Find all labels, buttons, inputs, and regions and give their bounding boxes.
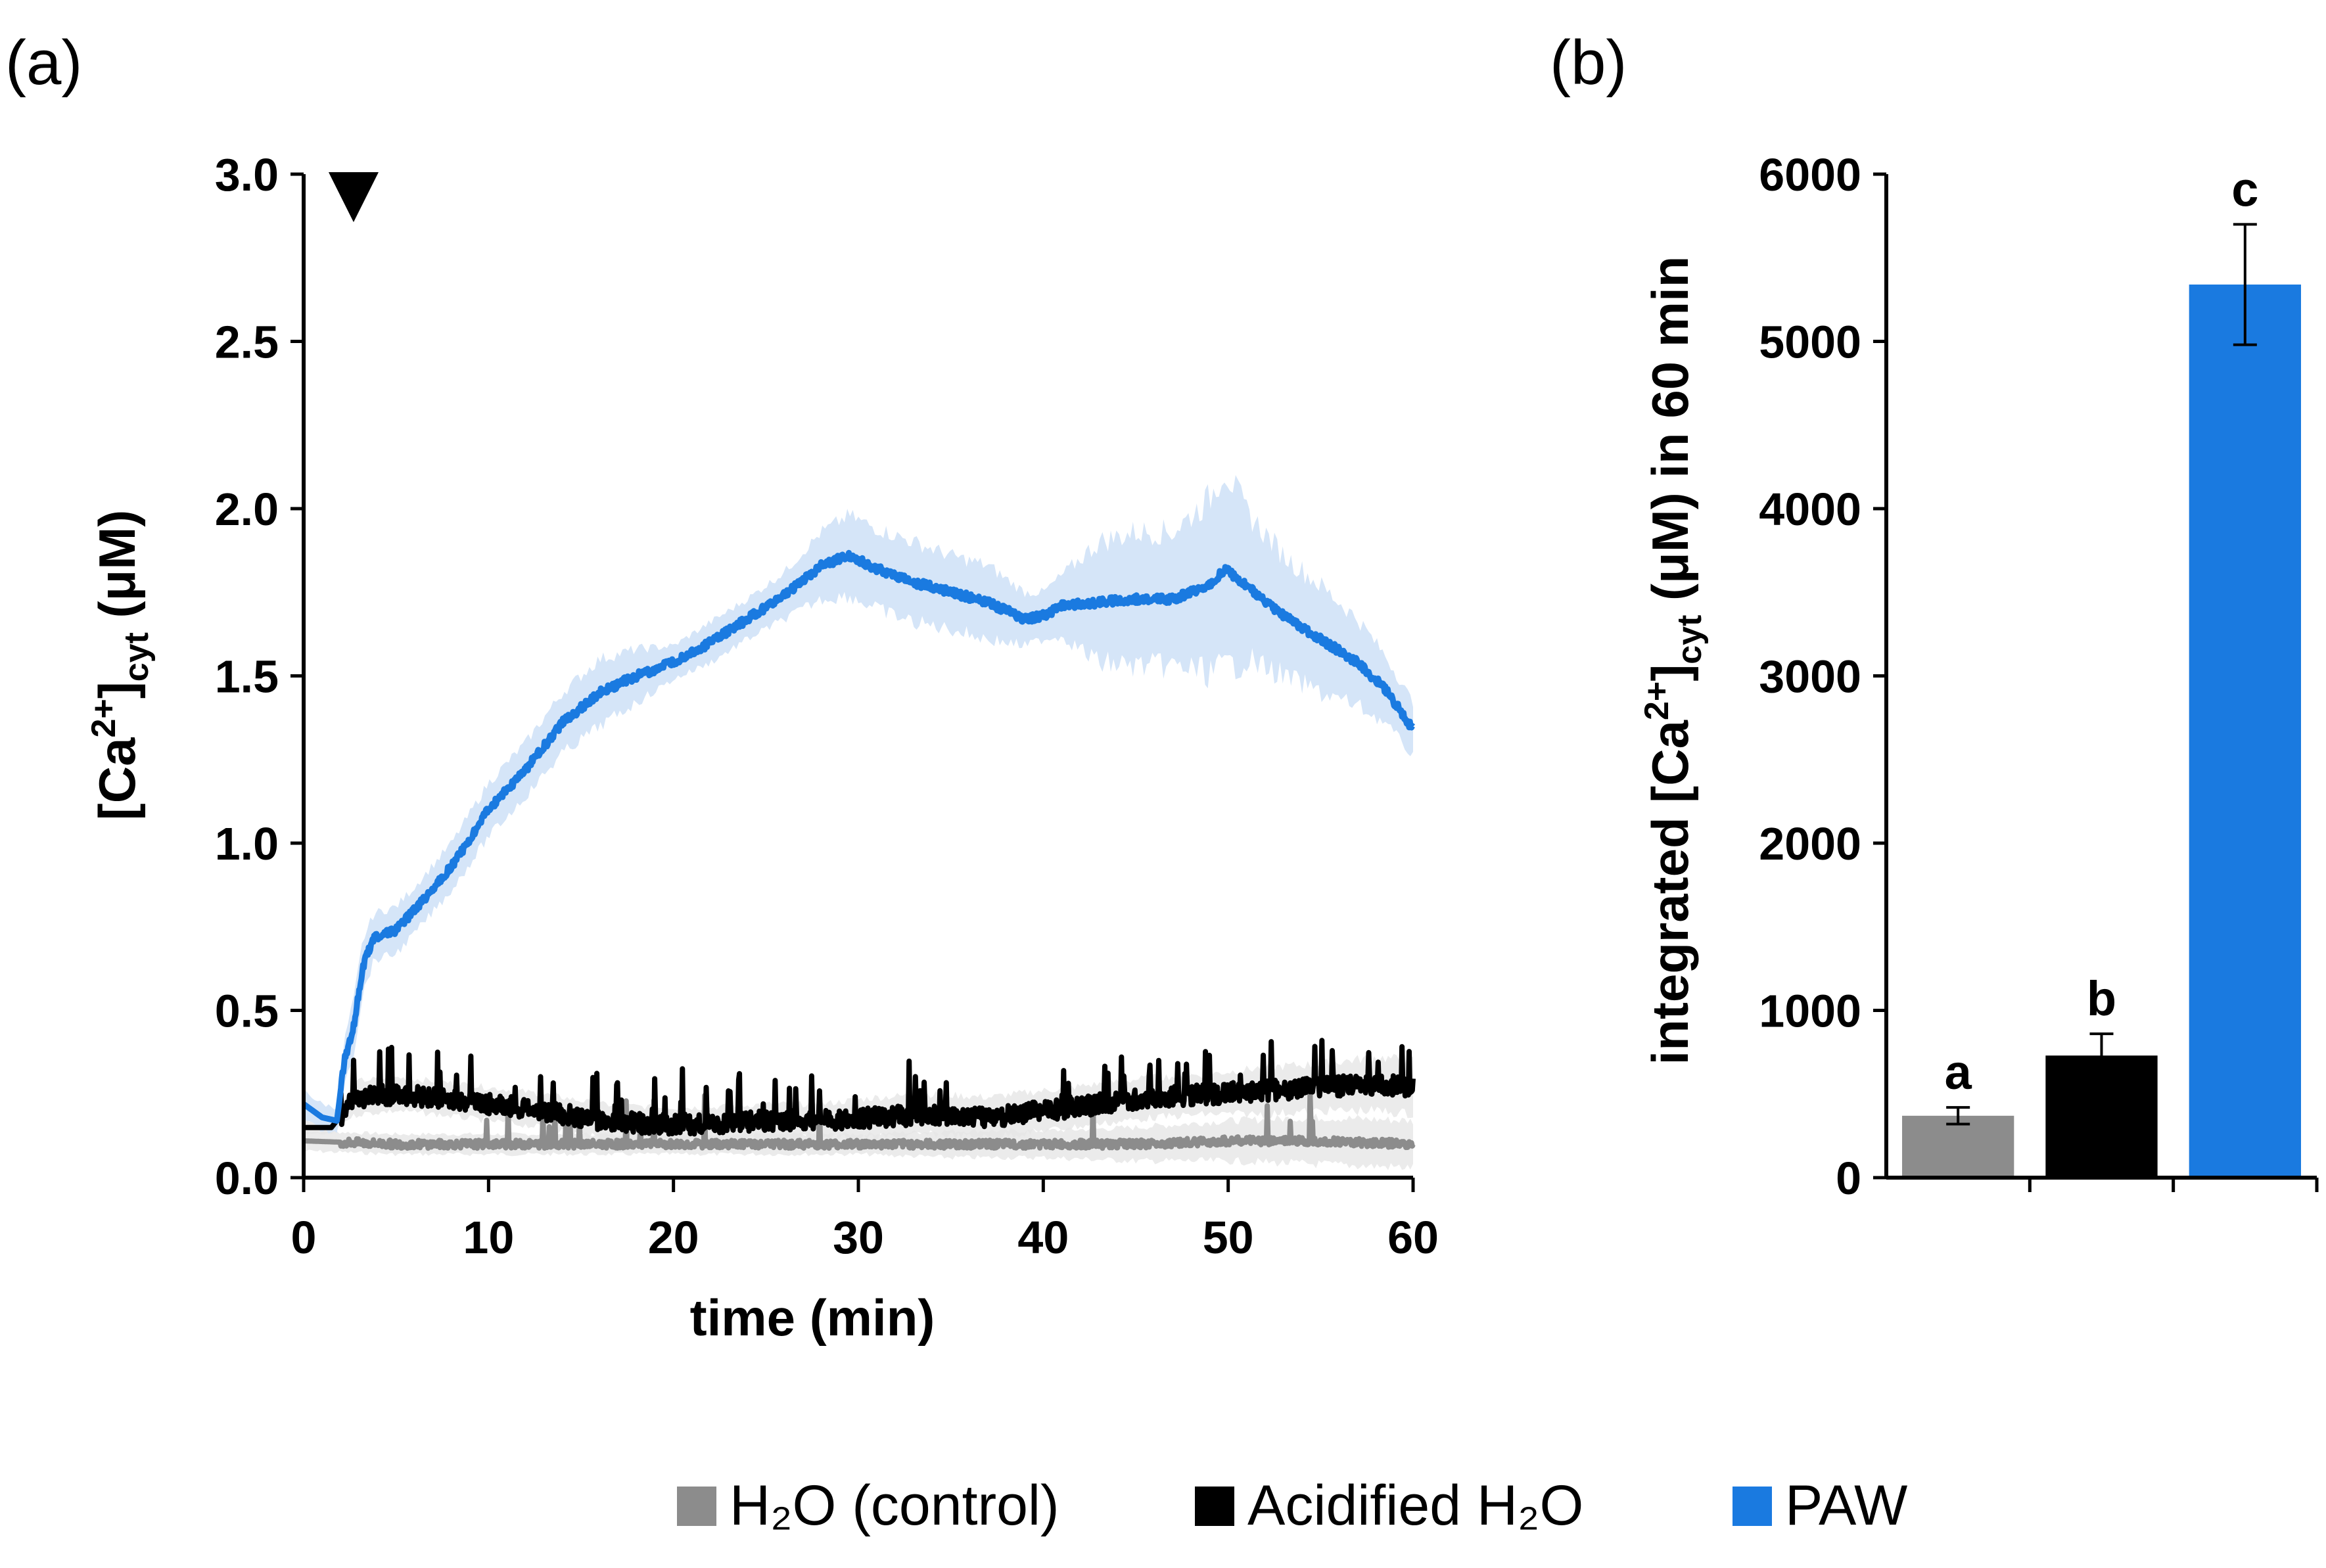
significance-letter: a: [1945, 1045, 1972, 1099]
bar-chart-panel: a b c 0 1000 2000 3000 4000 5000 6000 integrated…: [1638, 149, 2319, 1204]
y-tick-label: 3.0: [215, 149, 279, 200]
y-tick-label: 0: [1836, 1153, 1861, 1204]
bar-1: [1902, 1115, 2014, 1178]
series-line-acidifiedho: [302, 1038, 1416, 1137]
legend-swatch-control: [677, 1487, 716, 1526]
y-tick-label: 0.0: [215, 1153, 279, 1204]
axes: [291, 172, 1415, 1192]
axes: [1873, 172, 2319, 1192]
y-tick-label: 5000: [1759, 317, 1861, 368]
y-tick-label: 4000: [1759, 484, 1861, 535]
x-tick-label: 0: [291, 1212, 317, 1263]
x-tick-labels: 0 10 20 30 40 50 60: [291, 1212, 1439, 1263]
legend-label-acidified: Acidified H₂O: [1247, 1474, 1583, 1537]
y-tick-label: 0.5: [215, 986, 279, 1037]
legend: H₂O (control) Acidified H₂O PAW: [677, 1474, 1907, 1537]
x-tick-label: 20: [648, 1212, 699, 1263]
y-tick-label: 6000: [1759, 149, 1861, 200]
series-line-paw: [301, 549, 1416, 1124]
bar-3: [2189, 284, 2301, 1178]
x-tick-label: 10: [463, 1212, 514, 1263]
x-tick-label: 60: [1387, 1212, 1439, 1263]
error-band-paw: [304, 474, 1413, 1134]
legend-swatch-acidified: [1195, 1487, 1234, 1526]
series-lines: [301, 549, 1416, 1151]
y-axis-title: integrated [Ca2+]cyt (μM) in 60 min: [1638, 256, 1709, 1065]
panel-b-label: (b): [1550, 28, 1627, 98]
y-tick-label: 1.0: [215, 818, 279, 869]
bars: a b c: [1902, 162, 2301, 1178]
x-tick-label: 30: [833, 1212, 884, 1263]
x-axis-title: time (min): [690, 1289, 935, 1347]
legend-label-control: H₂O (control): [730, 1474, 1059, 1537]
y-tick-label: 3000: [1759, 651, 1861, 703]
y-axis-title: [Ca2+]cyt (μM): [85, 510, 156, 820]
series-line-hocontrol: [302, 1091, 1416, 1151]
x-tick-label: 50: [1203, 1212, 1254, 1263]
y-tick-label: 2000: [1759, 818, 1861, 869]
significance-letter: c: [2231, 162, 2258, 216]
legend-label-paw: PAW: [1785, 1474, 1907, 1537]
panel-a-label: (a): [5, 28, 82, 98]
y-tick-label: 2.0: [215, 484, 279, 535]
x-tick-label: 40: [1017, 1212, 1069, 1263]
y-tick-labels: 0.0 0.5 1.0 1.5 2.0 2.5 3.0: [215, 149, 279, 1204]
y-tick-label: 2.5: [215, 317, 279, 368]
y-tick-label: 1000: [1759, 986, 1861, 1037]
y-tick-labels: 0 1000 2000 3000 4000 5000 6000: [1759, 149, 1861, 1204]
line-chart-panel: 0.0 0.5 1.0 1.5 2.0 2.5 3.0 0 10 20 30 40 50 60 time…: [85, 149, 1439, 1347]
legend-swatch-paw: [1733, 1487, 1772, 1526]
treatment-marker-icon: [328, 172, 379, 222]
significance-letter: b: [2087, 971, 2116, 1026]
y-tick-label: 1.5: [215, 651, 279, 703]
